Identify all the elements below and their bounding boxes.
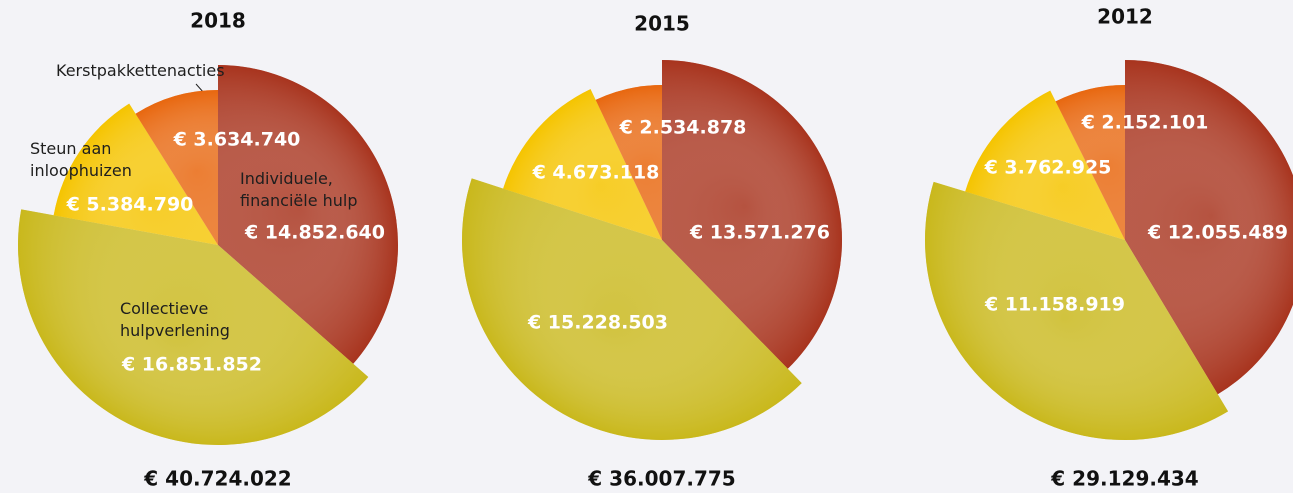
chart-title: 2018 <box>190 9 246 33</box>
value-label: € 14.852.640 <box>244 222 385 244</box>
value-label: € 16.851.852 <box>121 354 262 376</box>
slice-shine <box>18 209 369 445</box>
slice-shine <box>595 85 662 240</box>
value-label: € 2.152.101 <box>1081 112 1209 134</box>
slice-shine <box>1125 60 1293 395</box>
slice-shine <box>662 60 843 369</box>
category-label: Steun aan inloophuizen <box>30 139 132 180</box>
slice-shine <box>461 178 802 440</box>
chart-title: 2015 <box>634 12 690 36</box>
value-label: € 11.158.919 <box>984 294 1125 316</box>
value-label: € 4.673.118 <box>532 162 660 184</box>
slice-shine <box>503 89 662 240</box>
slice-shine <box>965 90 1125 240</box>
slice-shine <box>924 181 1229 440</box>
value-label: € 5.384.790 <box>66 194 194 216</box>
total-label: € 40.724.022 <box>143 467 291 491</box>
slice-shine <box>1055 85 1125 240</box>
value-label: € 3.762.925 <box>984 157 1112 179</box>
total-label: € 36.007.775 <box>587 467 735 491</box>
value-label: € 2.534.878 <box>619 117 747 139</box>
slice-shine <box>135 90 218 245</box>
category-label: Individuele, financiële hulp <box>240 169 358 210</box>
slice-shine <box>53 103 218 245</box>
value-label: € 15.228.503 <box>527 312 668 334</box>
value-label: € 3.634.740 <box>173 129 301 151</box>
chart-title: 2012 <box>1097 5 1153 29</box>
category-label: Collectieve hulpverlening <box>120 299 230 340</box>
value-label: € 13.571.276 <box>689 222 830 244</box>
slice-shine <box>218 65 398 364</box>
total-label: € 29.129.434 <box>1050 467 1198 491</box>
value-label: € 12.055.489 <box>1147 222 1288 244</box>
category-label: Kerstpakkettenacties <box>56 61 225 80</box>
